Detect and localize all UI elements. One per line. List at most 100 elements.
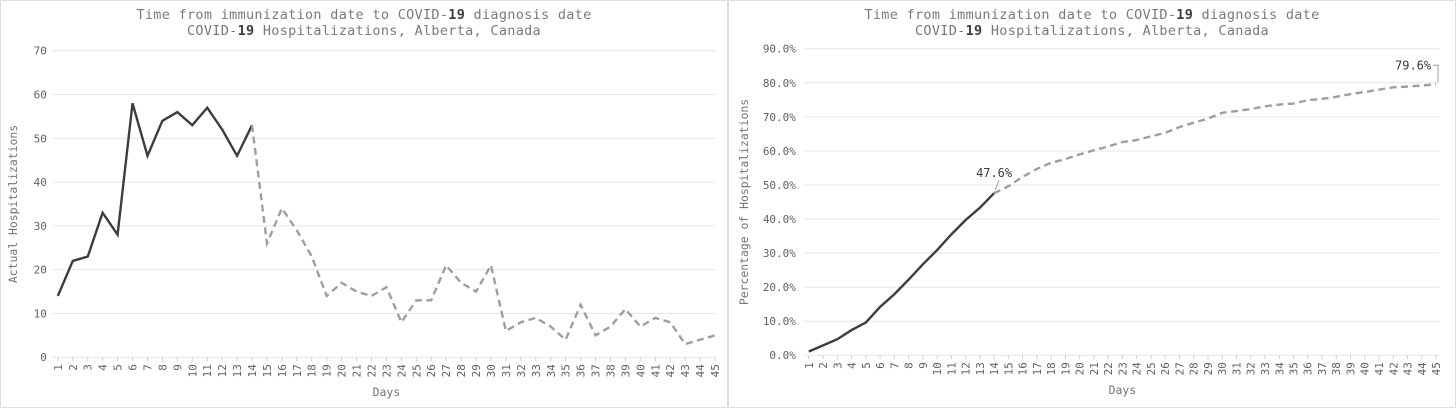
x-tick-label: 3: [82, 364, 95, 371]
series-line-solid: [808, 192, 995, 353]
x-tick-label: 39: [619, 364, 632, 377]
x-tick-label: 12: [216, 364, 229, 377]
series-line-dashed: [993, 83, 1437, 195]
x-tick-label: 14: [988, 362, 1001, 376]
x-tick-label: 18: [306, 364, 319, 377]
x-tick-label: 18: [1045, 362, 1058, 375]
x-tick-label: 27: [1173, 362, 1186, 375]
chart-title-line2: COVID-19 Hospitalizations, Alberta, Cana…: [1, 23, 727, 39]
x-tick-label: 38: [604, 364, 617, 377]
x-tick-label: 45: [1430, 362, 1443, 375]
x-tick-label: 23: [380, 364, 393, 377]
title-text: COVID-: [187, 23, 238, 39]
x-tick-label: 9: [917, 362, 930, 369]
x-tick-label: 15: [1002, 362, 1015, 375]
x-tick-label: 2: [817, 362, 830, 369]
chart-title: Time from immunization date to COVID-19 …: [1, 7, 727, 39]
x-tick-label: 5: [860, 362, 873, 369]
x-tick-label: 41: [1373, 362, 1386, 375]
x-tick-label: 21: [350, 364, 363, 377]
x-tick-label: 22: [1102, 362, 1115, 375]
x-tick-label: 30: [485, 364, 498, 377]
x-tick-label: 13: [974, 362, 987, 375]
x-tick-label: 37: [590, 364, 603, 377]
y-tick-label: 20.0%: [763, 281, 796, 294]
y-tick-label: 50.0%: [763, 179, 796, 192]
title-number: 19: [448, 7, 466, 23]
y-tick-label: 80.0%: [763, 77, 796, 90]
x-tick-label: 17: [1031, 362, 1044, 375]
x-tick-label: 10: [186, 364, 199, 377]
chart-title: Time from immunization date to COVID-19 …: [729, 7, 1455, 39]
x-tick-label: 37: [1316, 362, 1329, 375]
x-tick-label: 33: [1259, 362, 1272, 375]
title-text: diagnosis date: [1193, 7, 1320, 23]
x-tick-label: 40: [634, 364, 647, 377]
y-tick-label: 0.0%: [769, 349, 796, 362]
annotation-leader: [994, 180, 1000, 191]
y-tick-label: 0: [40, 351, 47, 364]
x-tick-label: 32: [1245, 362, 1258, 375]
x-tick-label: 7: [141, 364, 154, 371]
x-tick-label: 35: [560, 364, 573, 377]
x-tick-label: 36: [575, 364, 588, 377]
x-tick-label: 31: [1230, 362, 1243, 375]
y-tick-label: 30.0%: [763, 247, 796, 260]
y-tick-label: 90.0%: [763, 43, 796, 56]
x-tick-label: 24: [395, 364, 408, 378]
x-tick-label: 34: [1273, 362, 1286, 376]
annotation-label: 47.6%: [976, 166, 1012, 180]
x-tick-label: 42: [664, 364, 677, 377]
y-tick-label: 20: [34, 264, 47, 277]
x-tick-label: 20: [336, 364, 349, 377]
x-tick-label: 44: [1416, 362, 1429, 376]
title-text: Time from immunization date to COVID-: [136, 7, 449, 23]
chart-title-line1: Time from immunization date to COVID-19 …: [1, 7, 727, 23]
percentage-hospitalizations-line-chart: 0.0% 10.0% 20.0% 30.0% 40.0% 50.0% 60.0% 70.0% 8…: [737, 43, 1443, 397]
y-tick-label: 40: [34, 176, 47, 189]
x-tick-label: 35: [1287, 362, 1300, 375]
x-tick-label: 4: [97, 364, 110, 371]
y-tick-label: 70: [34, 45, 47, 58]
title-number: 19: [1176, 7, 1194, 23]
annotation-leader: [1433, 64, 1439, 83]
x-tick-label: 33: [530, 364, 543, 377]
x-tick-label: 13: [231, 364, 244, 377]
x-tick-label: 43: [1402, 362, 1415, 375]
x-tick-label: 21: [1088, 362, 1101, 375]
x-tick-label: 14: [246, 364, 259, 378]
x-tick-label: 25: [1145, 362, 1158, 375]
x-tick-label: 16: [276, 364, 289, 377]
x-tick-label: 45: [709, 364, 722, 377]
y-axis-title: Percentage of Hospitalizations: [737, 99, 751, 305]
x-tick-label: 42: [1387, 362, 1400, 375]
x-tick-label: 27: [440, 364, 453, 377]
x-tick-label: 11: [201, 364, 214, 377]
title-text: COVID-: [915, 23, 966, 39]
x-tick-label: 9: [171, 364, 184, 371]
x-tick-label: 3: [831, 362, 844, 369]
title-text: Hospitalizations, Alberta, Canada: [982, 23, 1269, 39]
y-tick-label: 30: [34, 220, 47, 233]
x-tick-label: 36: [1302, 362, 1315, 375]
x-tick-label: 17: [291, 364, 304, 377]
x-tick-label: 6: [127, 364, 140, 371]
y-tick-label: 70.0%: [763, 111, 796, 124]
x-tick-label: 7: [888, 362, 901, 369]
title-text: diagnosis date: [465, 7, 592, 23]
y-tick-label: 50: [34, 132, 47, 145]
title-text: Hospitalizations, Alberta, Canada: [254, 23, 541, 39]
title-text: Time from immunization date to COVID-: [864, 7, 1177, 23]
x-tick-label: 10: [931, 362, 944, 375]
x-tick-label: 24: [1131, 362, 1144, 376]
x-tick-label: 2: [67, 364, 80, 371]
x-tick-label: 32: [515, 364, 528, 377]
x-tick-label: 8: [156, 364, 169, 371]
x-tick-label: 6: [874, 362, 887, 369]
chart-title-line2: COVID-19 Hospitalizations, Alberta, Cana…: [729, 23, 1455, 39]
x-tick-label: 12: [960, 362, 973, 375]
x-axis-title: Days: [373, 385, 401, 399]
x-tick-label: 31: [500, 364, 513, 377]
chart-title-line1: Time from immunization date to COVID-19 …: [729, 7, 1455, 23]
